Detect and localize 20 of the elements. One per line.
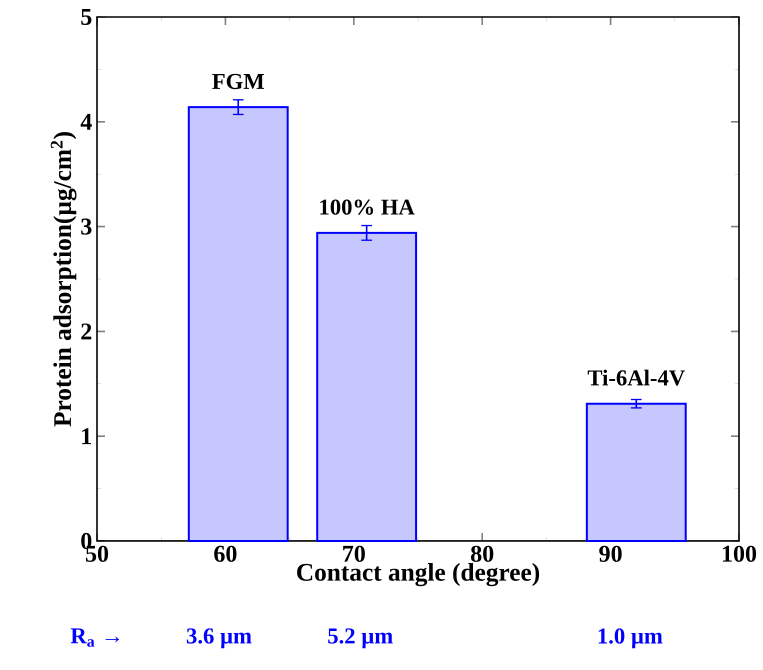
x-tick-label: 90 [599,546,622,562]
y-tick-label: 2 [81,323,92,340]
text: 3.6 µm [186,628,252,648]
x-axis-title: Contact angle (degree) [297,563,540,586]
x-tick-label: 60 [214,546,236,562]
x-tick-label: 80 [470,546,494,562]
y-tick-label: 5 [81,9,92,25]
annotation: FGM [212,74,264,90]
y-tick-label: 4 [80,114,92,130]
text: 1.0 µm [598,628,662,648]
bar [586,402,687,542]
annotation: Ti-6Al-4V [588,370,685,386]
annotation: 100% HA [320,199,415,215]
y-axis-title: Protein adsorption(µg/cm$^{2}$) [50,132,76,427]
y-tick-label: 3 [81,218,92,235]
x-tick-label: 70 [343,546,365,562]
y-tick-label: 1 [82,428,92,444]
text: R$_{a}$ → [70,628,120,647]
x-tick-label: 100 [722,546,756,562]
text: 5.2 µm [328,628,393,648]
